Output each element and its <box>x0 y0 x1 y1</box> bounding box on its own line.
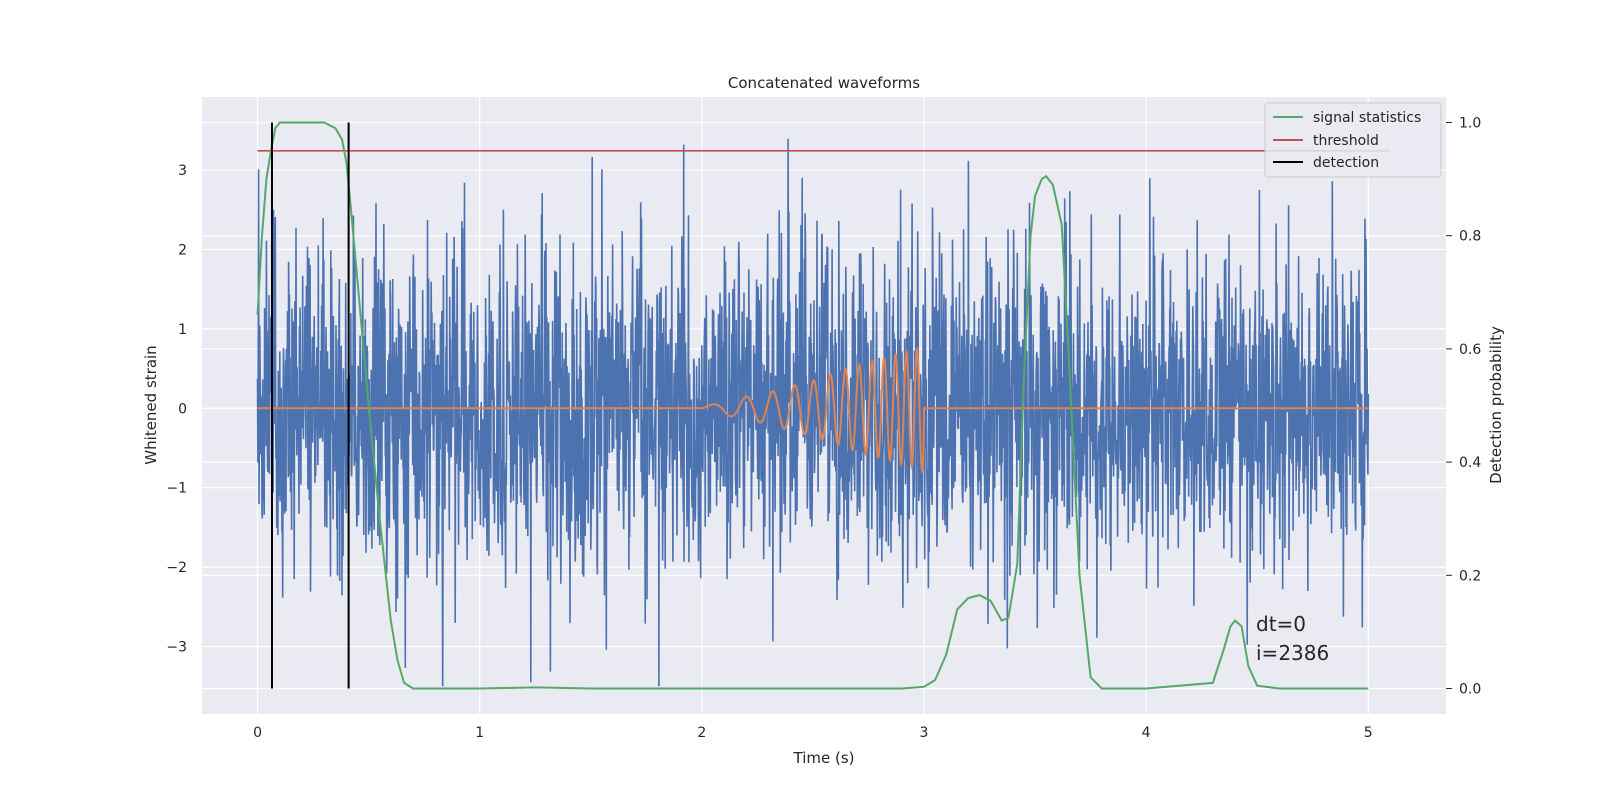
x-tick-label: 5 <box>1364 725 1373 741</box>
legend-label-signal-statistics: signal statistics <box>1313 110 1421 126</box>
y-tick-label: 1 <box>178 322 187 338</box>
legend-label-threshold: threshold <box>1313 133 1379 149</box>
x-tick-label: 0 <box>253 725 262 741</box>
x-axis-label: Time (s) <box>793 749 855 767</box>
y2-axis-label: Detection probability <box>1487 326 1505 484</box>
y-tick-label: −3 <box>166 640 187 656</box>
detection-lines <box>270 122 350 689</box>
y2-tick-label: 0.6 <box>1459 342 1481 358</box>
y-tick-label: −2 <box>166 560 187 576</box>
y-tick-label: 3 <box>178 163 187 179</box>
y2-tick-label: 0.4 <box>1459 455 1481 471</box>
y-axis-label: Whitened strain <box>142 345 160 464</box>
x-tick-label: 4 <box>1142 725 1151 741</box>
y2-tick-label: 0.0 <box>1459 682 1481 698</box>
chirp-line <box>257 346 1369 475</box>
legend: signal statistics threshold detection <box>1264 102 1442 178</box>
y2-tick-label: 1.0 <box>1459 115 1481 131</box>
plot-area <box>256 121 1391 690</box>
annotation-dt: dt=0 <box>1256 612 1306 636</box>
x-tick-label: 2 <box>697 725 706 741</box>
y-tick-label: 0 <box>178 401 187 417</box>
x-tick-label: 1 <box>475 725 484 741</box>
x-tick-label: 3 <box>920 725 929 741</box>
legend-box <box>1264 102 1442 178</box>
y2-tick-label: 0.2 <box>1459 568 1481 584</box>
y-tick-label: −1 <box>166 481 187 497</box>
annotation-index: i=2386 <box>1256 641 1329 665</box>
legend-label-detection: detection <box>1313 155 1379 171</box>
signal-statistics-line <box>256 121 1369 690</box>
y2-tick-label: 0.8 <box>1459 229 1481 245</box>
strain-line <box>256 138 1370 687</box>
y-tick-label: 2 <box>178 242 187 258</box>
axis-ticks: 0 1 2 3 4 5 3 2 1 0 −1 −2 −3 1.0 0.8 0.6 0.4 0.2 0.0 <box>166 115 1481 741</box>
chart-title: Concatenated waveforms <box>728 74 920 92</box>
